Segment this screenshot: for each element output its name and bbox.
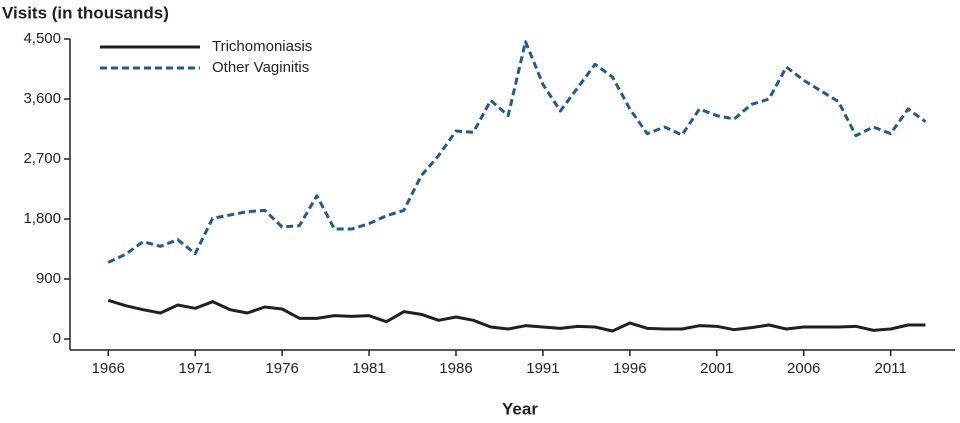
y-tick-label: 2,700 <box>23 150 61 167</box>
legend-label: Other Vaginitis <box>212 59 309 76</box>
x-tick-label: 2011 <box>875 360 907 377</box>
y-tick-label: 3,600 <box>23 90 61 107</box>
y-tick-label: 900 <box>36 270 61 287</box>
x-tick-label: 1976 <box>265 360 298 377</box>
x-tick-label: 1966 <box>92 360 125 377</box>
x-tick-label: 1996 <box>613 360 646 377</box>
y-tick-label: 1,800 <box>23 210 61 227</box>
x-axis-label: Year <box>502 399 538 418</box>
x-tick-label: 1991 <box>526 360 559 377</box>
line-series <box>107 298 926 333</box>
y-tick-label: 0 <box>53 330 61 347</box>
y-axis-label: Visits (in thousands) <box>2 3 169 22</box>
x-tick-label: 1986 <box>439 360 472 377</box>
legend-label: Trichomoniasis <box>212 38 312 55</box>
line-series <box>107 40 927 264</box>
x-tick-label: 2006 <box>787 360 820 377</box>
x-tick-label: 1981 <box>352 360 385 377</box>
x-tick-label: 1971 <box>178 360 211 377</box>
x-tick-label: 2001 <box>700 360 733 377</box>
y-tick-label: 4,500 <box>23 30 61 47</box>
